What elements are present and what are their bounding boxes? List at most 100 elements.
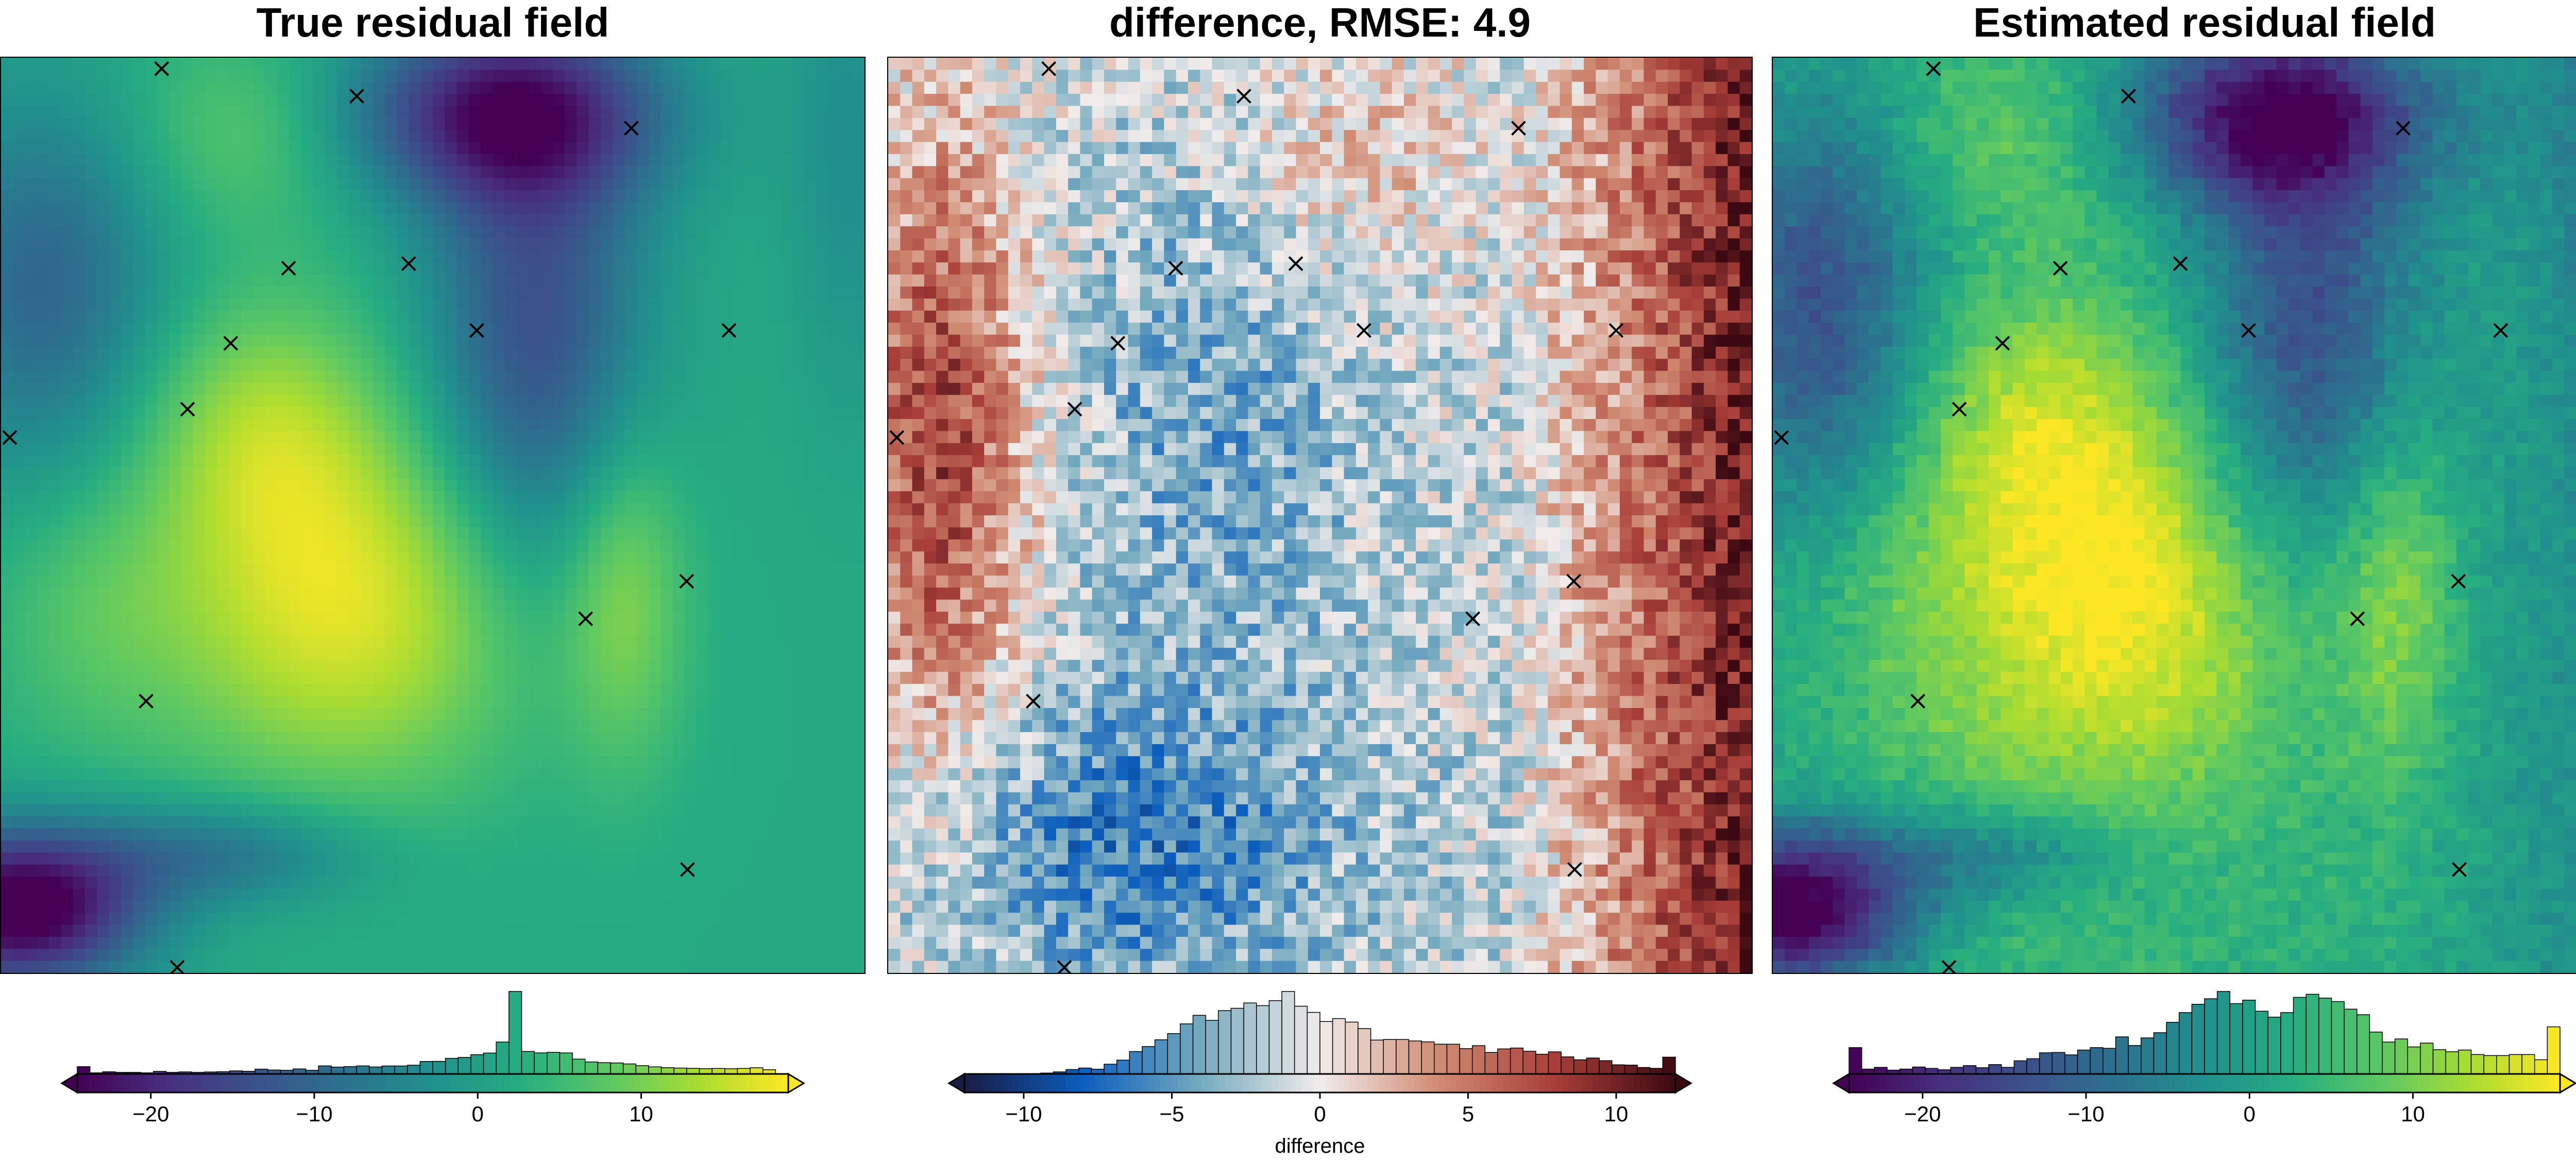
histogram-bar [1421,1041,1435,1074]
constraint-point-marker [2,430,18,445]
histogram-bar [2013,1060,2027,1074]
histogram-bar [496,1041,510,1074]
colorbar-tick-label: −10 [296,1102,332,1126]
histogram-bar [1874,1067,1888,1074]
colorbar-extend-high [787,1072,805,1094]
constraint-point-marker [1357,323,1371,338]
histogram-bar [1167,1033,1181,1074]
colorbar-extend-high [1674,1072,1692,1094]
histogram-bar [1243,1002,1257,1074]
colorbar-tick-label: 10 [2401,1102,2425,1126]
histogram-bar [419,1061,433,1074]
histogram-bar [1281,991,1295,1074]
constraint-point-marker [154,61,170,76]
histogram-bar [457,1057,471,1074]
histogram-bar [1849,1047,1862,1074]
histogram-bar [2178,1012,2193,1074]
constraint-point-marker [1168,261,1183,276]
histogram-bar [1180,1023,1194,1074]
histogram-bar [394,1065,408,1074]
histogram-bar [1950,1067,1964,1074]
constraint-point-marker [1465,611,1481,627]
histogram-bar [2026,1058,2040,1074]
constraint-point-marker [1110,335,1126,351]
histogram-bar [1988,1064,2002,1074]
colorbar-tick-label: 5 [1462,1102,1474,1126]
histogram-bar [343,1066,357,1074]
histogram-bar [1649,1068,1664,1074]
histogram-bar [2407,1046,2421,1074]
histogram-bar [2306,994,2319,1074]
constraint-point-marker [1995,335,2010,351]
histogram-bar [2496,1055,2510,1074]
heatmap-frame [1772,57,2576,974]
histogram-bar [2090,1047,2104,1074]
histogram-bar [2356,1014,2370,1074]
constraint-point-marker [2396,121,2411,136]
constraint-point-marker [281,261,296,276]
histogram-bar [1548,1051,1562,1074]
histogram-bar [1154,1039,1168,1074]
constraint-point-marker [180,401,195,417]
histogram-bar [432,1061,446,1074]
colorbar-tick-label: 10 [629,1102,653,1126]
panel-estimated-residual: Estimated residual field −20 −10 0 10 [1772,0,2576,1160]
histogram-bar [1573,1059,1587,1074]
colorbar-tick-label: −10 [2067,1102,2104,1126]
histogram-bar [1637,1067,1651,1074]
constraint-point-marker [680,862,695,877]
histogram-bar [2153,1032,2167,1074]
histogram-bar [509,991,522,1074]
constraint-point-marker [578,611,594,627]
histogram-bar [597,1062,611,1074]
histogram-bar [2141,1037,2155,1074]
histogram-bar [1142,1046,1156,1074]
histogram-bar [584,1062,599,1074]
histogram-bar [1383,1039,1397,1074]
histogram-bar [1446,1044,1460,1074]
histogram-bar [648,1066,662,1074]
histogram-bar [1612,1064,1625,1074]
constraint-point-marker [1926,61,1941,76]
histogram-bar [2204,998,2218,1074]
constraint-point-marker [679,574,694,589]
histogram-bar [1129,1051,1143,1074]
constraint-point-marker [1952,401,1967,417]
histogram-bar [1497,1048,1511,1074]
histogram-bar [2077,1049,2091,1074]
histogram-bar [572,1058,586,1074]
constraint-point-marker [1511,121,1526,136]
histogram-bar [2293,997,2307,1074]
histogram-bar [2128,1045,2142,1074]
panel-true-residual: True residual field −20 −10 0 10 [0,0,866,1160]
panel-difference: difference, RMSE: 4.9 −10 −5 0 5 10 differen… [887,0,1753,1160]
histogram-bar [331,1066,345,1074]
constraint-point-marker [1941,960,1957,973]
constraint-point-marker [624,121,639,136]
colorbar-tick-label: 10 [1604,1102,1629,1126]
histogram-bar [369,1066,383,1074]
constraint-point-marker [1288,256,1303,272]
histogram-bar [711,1068,725,1074]
histogram-bar [1205,1020,1219,1074]
histogram-bar [622,1063,637,1074]
histogram-bar [724,1068,738,1074]
constraint-point-marker [349,89,364,104]
histogram-bar [1192,1015,1206,1074]
histogram-bar [1586,1057,1600,1074]
colorbar-graphic: −10 −5 0 5 10 [947,991,1692,1126]
histogram-bar [2331,1001,2345,1074]
colorbar-tick-label: 0 [472,1102,484,1126]
histogram-bar [1662,1056,1676,1074]
histogram-bar [1599,1060,1613,1074]
histogram-bar [635,1065,649,1074]
histogram-bar [2001,1067,2015,1074]
constraint-point-marker [170,960,185,973]
true-residual-heatmap [1,58,865,973]
colorbar: −20 −10 0 10 [1772,984,2576,1160]
constraint-point-marker [889,430,905,445]
histogram-bar [2445,1051,2459,1074]
estimated-residual-heatmap [1773,58,2576,973]
constraint-point-marker [2121,89,2136,104]
histogram-bar [2318,998,2332,1074]
